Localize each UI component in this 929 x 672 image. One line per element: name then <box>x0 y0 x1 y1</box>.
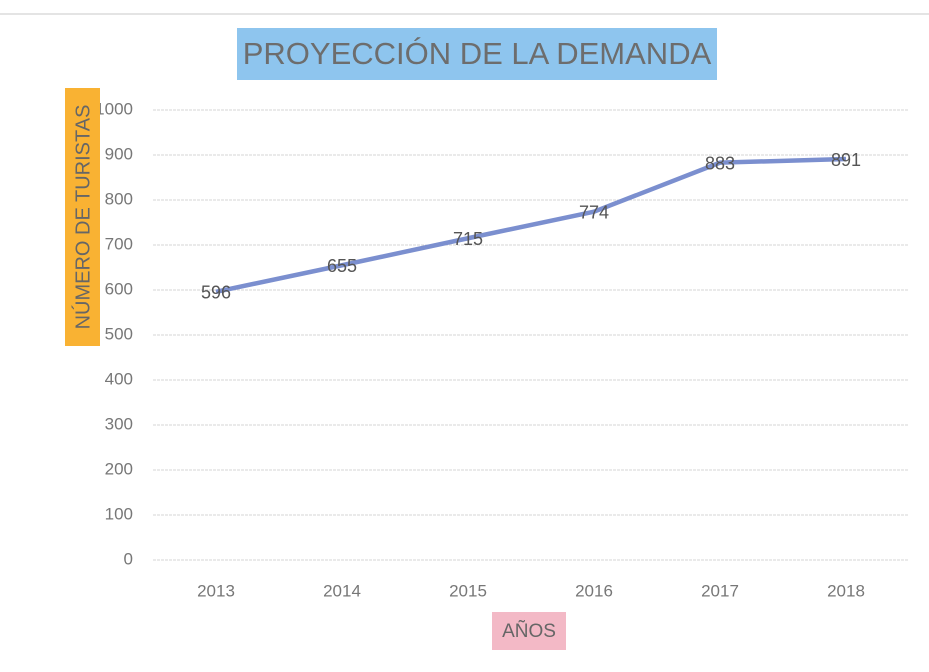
y-tick-label: 400 <box>105 369 133 388</box>
y-label-box <box>65 88 100 346</box>
x-tick-label: 2016 <box>575 581 613 600</box>
y-tick-label: 1000 <box>95 99 133 118</box>
y-tick-label: 200 <box>105 459 133 478</box>
y-axis-label: NÚMERO DE TURISTAS <box>71 105 94 330</box>
y-tick-label: 300 <box>105 414 133 433</box>
y-tick-label: 500 <box>105 324 133 343</box>
y-tick-label: 100 <box>105 504 133 523</box>
data-label: 715 <box>453 229 483 249</box>
y-tick-label: 900 <box>105 144 133 163</box>
y-tick-label: 0 <box>124 549 133 568</box>
y-tick-label: 700 <box>105 234 133 253</box>
title-box <box>237 28 717 80</box>
y-tick-label: 800 <box>105 189 133 208</box>
x-tick-label: 2014 <box>323 581 361 600</box>
data-label: 774 <box>579 202 609 222</box>
data-label: 655 <box>327 256 357 276</box>
x-tick-label: 2017 <box>701 581 739 600</box>
x-tick-label: 2018 <box>827 581 865 600</box>
x-label-box <box>492 612 566 650</box>
data-label: 596 <box>201 283 231 303</box>
data-line <box>215 156 847 295</box>
chart-title: PROYECCIÓN DE LA DEMANDA <box>243 36 712 71</box>
data-label: 883 <box>705 153 735 173</box>
y-tick-label: 600 <box>105 279 133 298</box>
x-tick-label: 2013 <box>197 581 235 600</box>
plot-area: 0 100 200 300 400 500 600 700 800 900 1000 2013 2014… <box>95 99 909 600</box>
data-label: 891 <box>831 150 861 170</box>
x-axis-label: AÑOS <box>502 620 556 642</box>
x-tick-label: 2015 <box>449 581 487 600</box>
